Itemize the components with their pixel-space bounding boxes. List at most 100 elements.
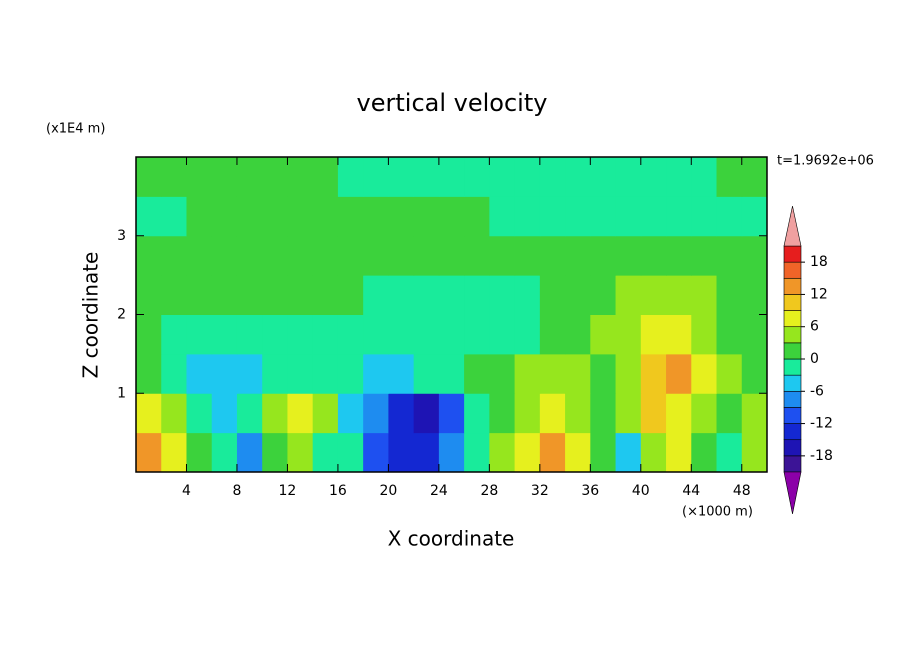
colorbar-box xyxy=(783,423,802,441)
contour-cell xyxy=(161,393,187,434)
contour-cell xyxy=(413,157,440,197)
contour-field xyxy=(136,157,768,473)
contour-cell xyxy=(312,196,339,237)
contour-cell xyxy=(590,314,617,355)
contour-cell xyxy=(590,393,617,434)
contour-cell xyxy=(363,314,389,355)
annotation: t=1.9692e+06 xyxy=(777,154,874,169)
colorbar-tick-label: -6 xyxy=(810,383,824,399)
contour-cell xyxy=(640,314,667,355)
contour-cell xyxy=(741,314,768,355)
x-unit: (×1000 m) xyxy=(682,505,753,520)
contour-cell xyxy=(287,196,314,237)
contour-cell xyxy=(691,432,718,473)
y-tick-label: 3 xyxy=(117,228,126,244)
contour-cell xyxy=(211,275,238,315)
contour-cell xyxy=(539,393,566,434)
colorbar-box xyxy=(783,455,802,473)
contour-cell xyxy=(741,157,768,197)
contour-cell xyxy=(666,353,692,394)
contour-cell xyxy=(262,196,288,237)
contour-cell xyxy=(388,235,415,276)
colorbar-box xyxy=(783,390,802,408)
contour-cell xyxy=(136,275,162,315)
contour-cell xyxy=(236,275,263,315)
x-tick-label: 28 xyxy=(480,483,498,499)
x-axis-label: X coordinate xyxy=(388,527,515,551)
contour-cell xyxy=(565,196,591,237)
contour-cell xyxy=(186,275,213,315)
contour-cell xyxy=(363,196,389,237)
contour-cell xyxy=(691,353,718,394)
contour-cell xyxy=(388,393,415,434)
contour-cell xyxy=(514,314,541,355)
contour-cell xyxy=(590,157,617,197)
colorbar-extend-low xyxy=(783,471,802,515)
contour-cell xyxy=(590,432,617,473)
contour-cell xyxy=(211,157,238,197)
contour-cell xyxy=(312,393,339,434)
contour-cell xyxy=(514,353,541,394)
contour-cell xyxy=(539,353,566,394)
colorbar-tick-label: -12 xyxy=(810,416,833,432)
x-tick-label: 4 xyxy=(182,483,191,499)
contour-cell xyxy=(716,353,743,394)
x-tick-label: 40 xyxy=(632,483,650,499)
contour-cell xyxy=(363,235,389,276)
contour-cell xyxy=(590,353,617,394)
contour-cell xyxy=(565,235,591,276)
contour-cell xyxy=(211,353,238,394)
contour-cell xyxy=(666,157,692,197)
contour-cell xyxy=(136,393,162,434)
contour-cell xyxy=(236,314,263,355)
contour-cell xyxy=(514,157,541,197)
contour-cell xyxy=(464,275,490,315)
contour-cell xyxy=(186,353,213,394)
contour-cell xyxy=(438,157,465,197)
contour-cell xyxy=(438,432,465,473)
contour-cell xyxy=(413,314,440,355)
contour-cell xyxy=(539,235,566,276)
contour-cell xyxy=(489,275,516,315)
contour-cell xyxy=(489,393,516,434)
contour-cell xyxy=(236,235,263,276)
colorbar-box xyxy=(783,439,802,457)
contour-cell xyxy=(615,432,642,473)
contour-cell xyxy=(186,432,213,473)
contour-cell xyxy=(640,157,667,197)
contour-cell xyxy=(262,275,288,315)
contour-cell xyxy=(514,393,541,434)
colorbar-extend-high xyxy=(783,205,802,247)
contour-cell xyxy=(489,353,516,394)
contour-cell xyxy=(186,235,213,276)
colorbar-box xyxy=(783,374,802,392)
contour-cell xyxy=(413,353,440,394)
x-tick-label: 44 xyxy=(682,483,700,499)
contour-cell xyxy=(136,314,162,355)
y-axis-label: Z coordinate xyxy=(79,252,103,379)
contour-cell xyxy=(388,314,415,355)
contour-cell xyxy=(464,196,490,237)
colorbar-box xyxy=(783,294,802,311)
contour-cell xyxy=(312,314,339,355)
contour-cell xyxy=(514,196,541,237)
contour-cell xyxy=(211,235,238,276)
contour-cell xyxy=(489,235,516,276)
contour-cell xyxy=(666,393,692,434)
contour-cell xyxy=(565,275,591,315)
colorbar-box xyxy=(783,342,802,360)
contour-cell xyxy=(716,235,743,276)
contour-cell xyxy=(514,432,541,473)
contour-cell xyxy=(337,275,364,315)
contour-cell xyxy=(186,196,213,237)
colorbar-tick-label: 12 xyxy=(810,286,828,302)
x-tick-label: 32 xyxy=(531,483,549,499)
contour-cell xyxy=(287,157,314,197)
colorbar-box xyxy=(783,245,802,263)
contour-cell xyxy=(236,353,263,394)
contour-cell xyxy=(161,275,187,315)
contour-cell xyxy=(691,157,718,197)
contour-cell xyxy=(262,235,288,276)
contour-cell xyxy=(136,157,162,197)
